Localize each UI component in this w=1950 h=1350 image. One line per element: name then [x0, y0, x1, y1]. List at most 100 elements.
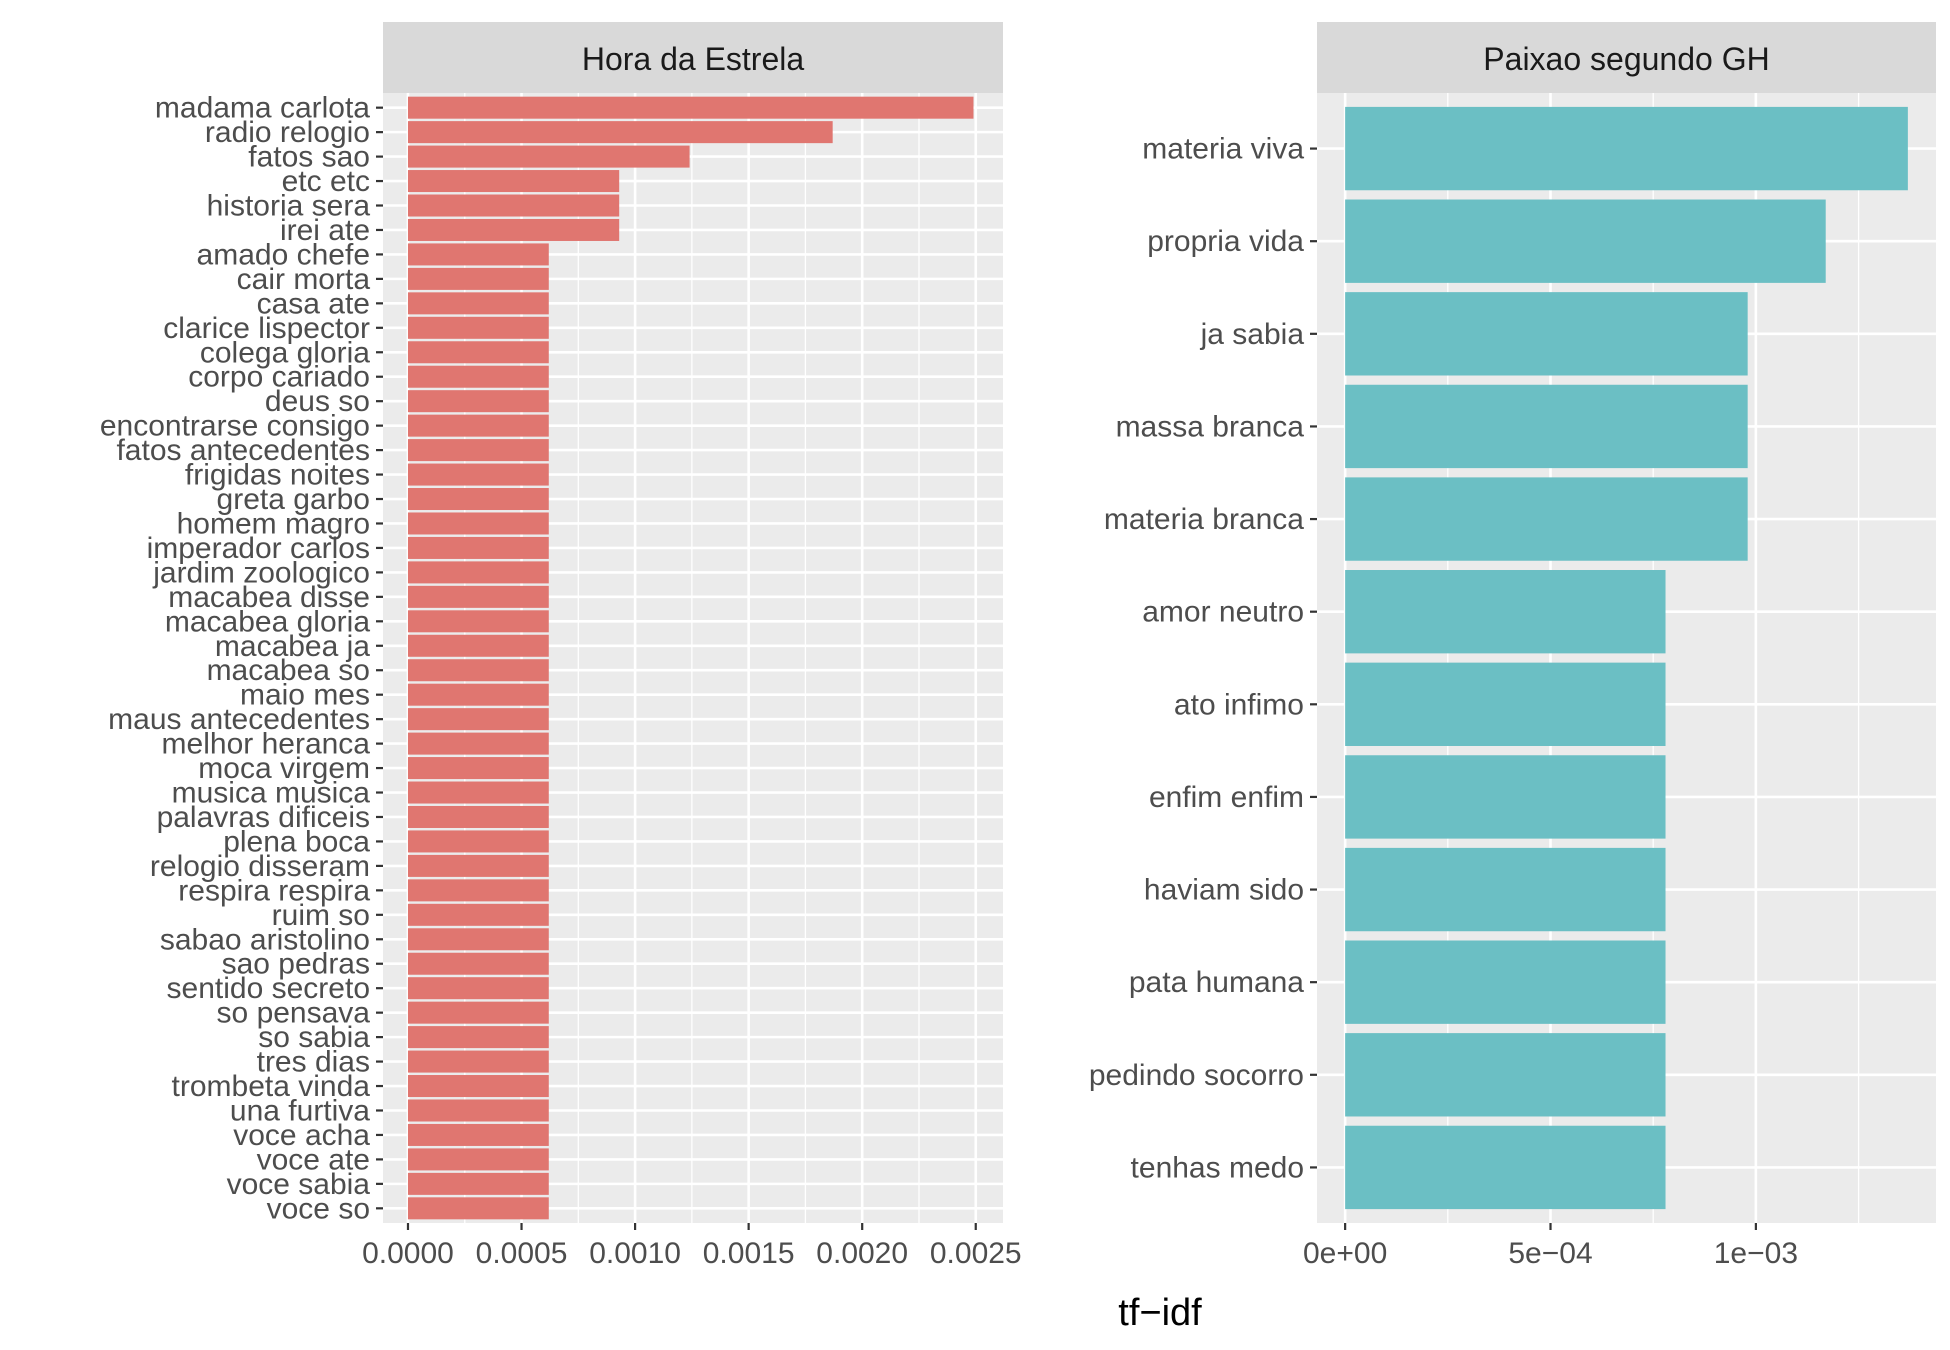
bar	[407, 1197, 549, 1220]
y-tick-label: materia viva	[1142, 133, 1304, 166]
bar	[407, 732, 549, 755]
x-tick-label: 0e+00	[1303, 1237, 1387, 1270]
strip-background	[383, 22, 1003, 93]
y-tick-label: ruim so	[272, 899, 370, 932]
y-tick-label: massa branca	[1116, 410, 1305, 443]
bar	[407, 121, 833, 144]
y-tick-label: fatos sao	[248, 141, 370, 174]
y-tick-label: deus so	[265, 385, 370, 418]
y-tick-label: moca virgem	[198, 752, 370, 785]
bar	[407, 243, 549, 266]
y-tick-label: plena boca	[223, 825, 370, 858]
x-tick-label: 0.0005	[476, 1237, 568, 1270]
y-tick-label: sao pedras	[222, 948, 370, 981]
bar	[1345, 1033, 1666, 1117]
y-tick-label: sabao aristolino	[160, 923, 370, 956]
bar	[1345, 662, 1666, 746]
bar	[407, 659, 549, 682]
y-tick-label: voce acha	[233, 1119, 370, 1152]
y-tick-label: fatos antecedentes	[116, 434, 370, 467]
bar	[407, 781, 549, 804]
bar	[407, 903, 549, 926]
y-tick-label: historia sera	[207, 190, 371, 223]
y-tick-label: relogio disseram	[150, 850, 370, 883]
bar	[407, 292, 549, 315]
x-axis: 0.0000 0.0005 0.0010 0.0015 0.0020 0.0025	[362, 1223, 1022, 1270]
bar	[407, 1148, 549, 1171]
y-tick-label: tenhas medo	[1131, 1151, 1304, 1184]
bar	[407, 267, 549, 290]
bars	[407, 96, 974, 1220]
y-tick-label: pedindo socorro	[1089, 1059, 1304, 1092]
strip-background	[1317, 22, 1936, 93]
bar	[407, 830, 549, 853]
y-tick-label: trombeta vinda	[172, 1070, 371, 1103]
bar	[407, 365, 549, 388]
y-tick-label: macabea disse	[168, 581, 370, 614]
bar	[407, 708, 549, 731]
bar	[407, 194, 620, 217]
x-tick-label: 5e−04	[1508, 1237, 1592, 1270]
y-tick-label: voce ate	[257, 1143, 370, 1176]
bar	[407, 536, 549, 559]
x-tick-label: 0.0020	[816, 1237, 908, 1270]
bar	[407, 683, 549, 706]
y-tick-label: homem magro	[177, 507, 370, 540]
bar	[407, 561, 549, 584]
bar	[407, 977, 549, 1000]
bar	[407, 1026, 549, 1049]
bar	[407, 1099, 549, 1122]
y-tick-label: musica musica	[172, 777, 371, 810]
y-tick-label: palavras dificeis	[157, 801, 370, 834]
bar	[407, 316, 549, 339]
y-tick-label: encontrarse consigo	[100, 410, 370, 443]
bar	[1345, 477, 1748, 561]
x-axis: 0e+00 5e−04 1e−03	[1303, 1223, 1798, 1270]
bar	[407, 463, 549, 486]
x-axis-title: tf−idf	[1118, 1292, 1202, 1334]
bars	[1345, 106, 1908, 1210]
facet-title: Paixao segundo GH	[1483, 41, 1769, 77]
bar	[407, 634, 549, 657]
bar	[407, 145, 690, 168]
y-tick-label: una furtiva	[230, 1094, 370, 1127]
bar	[407, 1050, 549, 1073]
bar	[407, 341, 549, 364]
y-tick-label: colega gloria	[200, 336, 370, 369]
bar	[407, 390, 549, 413]
bar	[407, 1172, 549, 1195]
bar	[407, 218, 620, 241]
bar	[1345, 199, 1826, 283]
y-tick-label: ato infimo	[1174, 688, 1304, 721]
bar	[407, 805, 549, 828]
y-tick-label: amor neutro	[1142, 596, 1304, 629]
y-tick-label: voce sabia	[227, 1168, 371, 1201]
bar	[407, 488, 549, 511]
y-tick-label: casa ate	[257, 287, 370, 320]
bar	[407, 170, 620, 193]
y-tick-label: respira respira	[178, 874, 370, 907]
y-tick-label: enfim enfim	[1149, 781, 1304, 814]
y-tick-label: so sabia	[258, 1021, 370, 1054]
x-tick-label: 0.0000	[362, 1237, 454, 1270]
bar	[1345, 292, 1748, 376]
bar	[1345, 755, 1666, 839]
y-tick-label: voce so	[267, 1192, 370, 1225]
facet-title: Hora da Estrela	[582, 41, 805, 77]
y-tick-label: clarice lispector	[163, 312, 370, 345]
bar	[407, 610, 549, 633]
y-tick-label: frigidas noites	[185, 459, 370, 492]
bar	[407, 1001, 549, 1024]
y-tick-label: cair morta	[237, 263, 371, 296]
bar	[1345, 940, 1666, 1024]
x-tick-label: 0.0025	[930, 1237, 1022, 1270]
bar	[1345, 384, 1748, 469]
y-tick-label: radio relogio	[205, 116, 370, 149]
y-axis: materia viva propria vida ja sabia massa br…	[1089, 133, 1317, 1184]
y-tick-label: madama carlota	[155, 92, 370, 125]
y-tick-label: maio mes	[240, 679, 370, 712]
y-tick-label: macabea so	[207, 654, 370, 687]
y-tick-label: greta garbo	[217, 483, 370, 516]
y-tick-label: maus antecedentes	[108, 703, 370, 736]
